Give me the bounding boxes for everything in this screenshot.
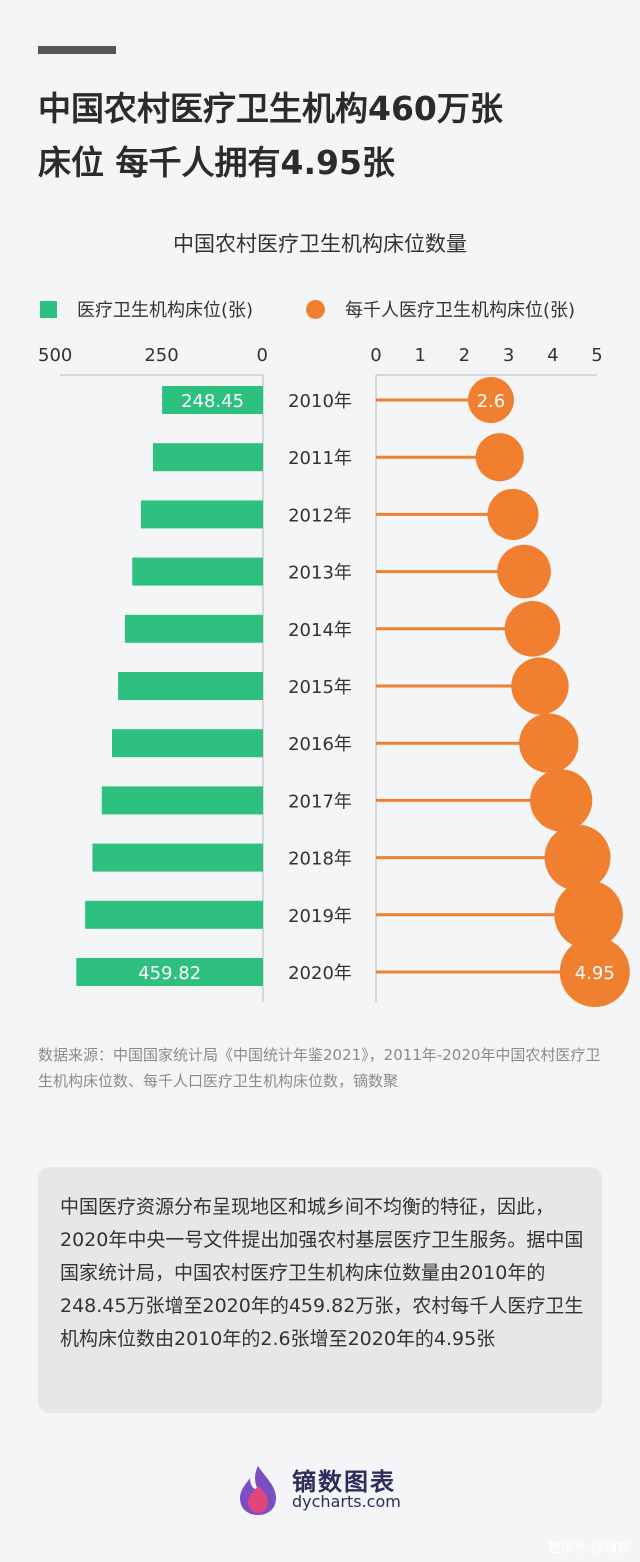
page-title-line-2: 床位 每千人拥有4.95张 bbox=[38, 143, 395, 182]
right-axis-tick-label: 4 bbox=[547, 345, 558, 366]
right-axis-tick-label: 1 bbox=[414, 345, 425, 366]
legend-square-icon bbox=[40, 300, 57, 318]
bar-data-label: 248.45 bbox=[181, 391, 244, 412]
bar-beds bbox=[111, 729, 263, 758]
lollipop-dot bbox=[559, 937, 630, 1007]
category-label: 2015年 bbox=[288, 677, 352, 698]
brand-flame-icon bbox=[240, 1466, 276, 1515]
lollipop-dot bbox=[475, 433, 524, 482]
data-source-note: 数据来源：中国国家统计局《中国统计年鉴2021》，2011年-2020年中国农村… bbox=[38, 1046, 601, 1090]
page-title: 中国农村医疗卫生机构460万张 床位 每千人拥有4.95张 bbox=[38, 82, 608, 190]
footer-watermark: 趣拼号 @镝数 bbox=[547, 1541, 630, 1556]
left-axis-tick-label: 0 bbox=[257, 345, 268, 366]
right-axis-tick-label: 3 bbox=[503, 345, 514, 366]
bar-beds bbox=[140, 500, 263, 529]
lollipop-dot bbox=[554, 880, 623, 950]
category-label: 2018年 bbox=[288, 849, 352, 870]
chart-title: 中国农村医疗卫生机构床位数量 bbox=[173, 232, 467, 256]
butterfly-chart: 500 250 0 0 1 2 3 4 5 2010年 2011年 2012年 2013年 2014年 20… bbox=[38, 345, 630, 1007]
right-axis-tick-label: 2 bbox=[459, 345, 470, 366]
bar-beds bbox=[76, 958, 263, 986]
bar-beds bbox=[92, 843, 263, 872]
category-label: 2012年 bbox=[288, 505, 352, 526]
lollipop-dot bbox=[544, 824, 611, 891]
bar-beds bbox=[124, 614, 264, 643]
lollipop-dot bbox=[519, 713, 579, 773]
page-title-line-1: 中国农村医疗卫生机构460万张 bbox=[38, 89, 503, 128]
lollipop-dot bbox=[497, 544, 551, 599]
brand-name-cn: 镝数图表 bbox=[292, 1468, 396, 1496]
bar-beds bbox=[132, 557, 263, 586]
left-axis-tick-label: 250 bbox=[144, 345, 178, 366]
dot-data-label: 4.95 bbox=[575, 963, 615, 984]
bar-beds bbox=[162, 386, 263, 414]
lollipop-dot bbox=[511, 657, 569, 715]
lollipop-dot bbox=[504, 601, 561, 657]
summary-box: 中国医疗资源分布呈现地区和城乡间不均衡的特征，因此，2020年中央一号文件提出加… bbox=[38, 1167, 602, 1413]
left-axis-tick-label: 500 bbox=[38, 345, 72, 366]
brand-name-en: dycharts.com bbox=[292, 1492, 401, 1511]
bar-beds bbox=[85, 900, 263, 929]
right-axis-tick-label: 0 bbox=[370, 345, 381, 366]
title-accent-rule bbox=[38, 46, 116, 54]
lollipop-dot bbox=[530, 769, 593, 832]
right-axis-tick-label: 5 bbox=[591, 345, 602, 366]
chart-legend: 医疗卫生机构床位(张) 每千人医疗卫生机构床位(张) bbox=[0, 292, 640, 326]
summary-text: 中国医疗资源分布呈现地区和城乡间不均衡的特征，因此，2020年中央一号文件提出加… bbox=[60, 1196, 584, 1350]
category-label: 2019年 bbox=[288, 906, 352, 927]
category-label: 2014年 bbox=[288, 620, 352, 641]
legend-label-per-thousand: 每千人医疗卫生机构床位(张) bbox=[345, 300, 576, 321]
legend-item-per-thousand: 每千人医疗卫生机构床位(张) bbox=[306, 292, 575, 326]
category-label: 2020年 bbox=[288, 963, 352, 984]
category-label: 2010年 bbox=[288, 391, 352, 412]
legend-dot-icon bbox=[306, 299, 325, 319]
brand-block: 镝数图表 dycharts.com bbox=[236, 1460, 436, 1520]
bar-beds bbox=[118, 672, 263, 700]
lollipop-dot bbox=[487, 488, 539, 540]
lollipop-dot bbox=[467, 377, 514, 423]
category-label: 2013年 bbox=[288, 563, 352, 584]
category-label: 2016年 bbox=[288, 734, 352, 755]
bar-data-label: 459.82 bbox=[138, 963, 201, 984]
legend-label-beds: 医疗卫生机构床位(张) bbox=[77, 300, 254, 321]
category-label: 2017年 bbox=[288, 791, 352, 812]
bar-beds bbox=[101, 786, 264, 815]
bar-beds bbox=[152, 443, 263, 472]
legend-item-beds: 医疗卫生机构床位(张) bbox=[40, 292, 253, 326]
category-label: 2011年 bbox=[288, 448, 352, 469]
dot-data-label: 2.6 bbox=[477, 391, 506, 412]
